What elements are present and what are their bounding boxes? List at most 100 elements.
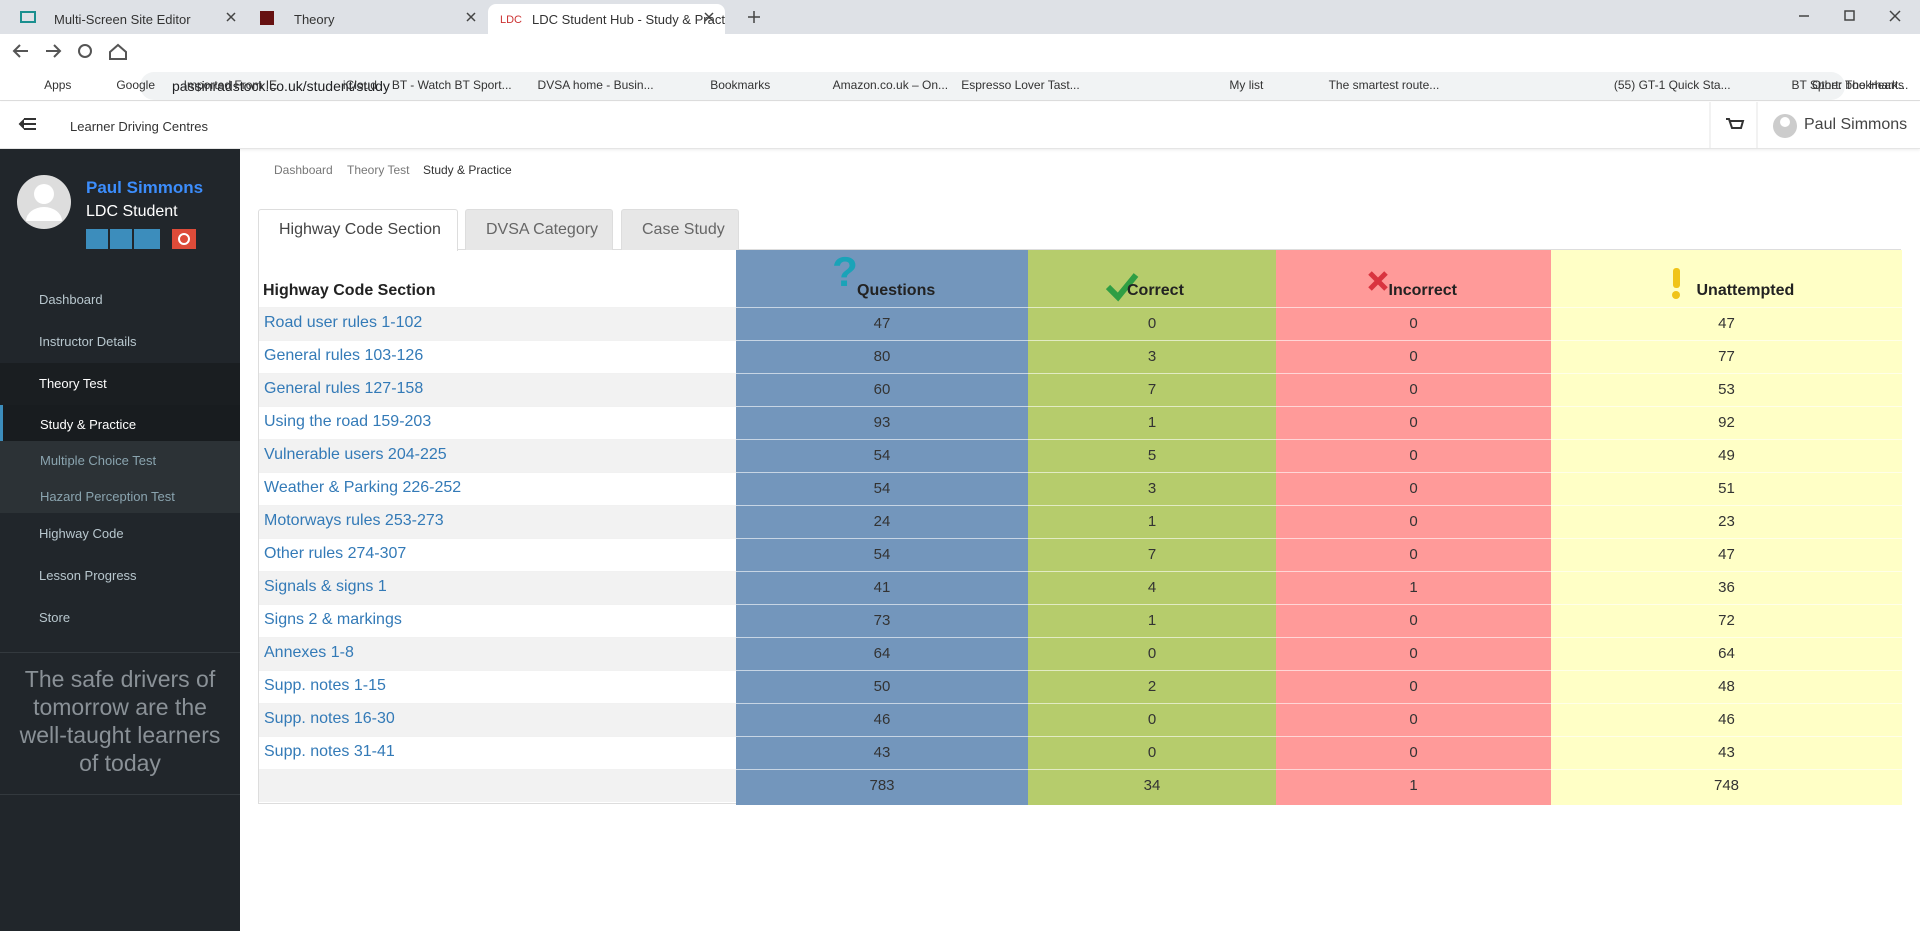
menu-item[interactable]: Highway Code — [39, 526, 124, 541]
total: 783 — [869, 777, 895, 794]
section-link[interactable]: Signs 2 & markings — [264, 611, 402, 628]
bookmark[interactable]: Other bookmarks — [1812, 78, 1905, 92]
count: 1 — [1409, 579, 1418, 596]
section-link[interactable]: General rules 127-158 — [264, 380, 424, 397]
count: 47 — [873, 315, 891, 332]
count: 0 — [1409, 381, 1418, 398]
bookmark[interactable]: Imported From IE — [183, 78, 278, 92]
section-link[interactable]: Other rules 274-307 — [264, 545, 407, 562]
row-border — [259, 505, 1902, 506]
bookmark[interactable]: My list — [1229, 78, 1264, 92]
section-link[interactable]: Signals & signs 1 — [264, 578, 387, 595]
count: 54 — [873, 480, 891, 497]
bookmark[interactable]: iCloud — [342, 78, 377, 92]
row-border — [259, 472, 1902, 473]
count: 0 — [1409, 513, 1418, 530]
profile-name: Paul Simmons — [86, 178, 204, 197]
row-border — [259, 703, 1902, 704]
row-border — [259, 736, 1902, 737]
bookmark[interactable]: DVSA home - Busin... — [537, 78, 654, 92]
breadcrumb-item: Study & Practice — [423, 163, 512, 177]
menu-item[interactable]: Instructor Details — [39, 334, 137, 349]
url-bar[interactable]: passinradstock.co.uk/student/study — [140, 72, 1845, 100]
section-link[interactable]: Supp. notes 16-30 — [264, 710, 395, 727]
count: 0 — [1409, 711, 1418, 728]
row-border — [259, 439, 1902, 440]
bookmark[interactable]: Amazon.co.uk – On... — [832, 78, 949, 92]
count: 5 — [1147, 447, 1157, 464]
total: 748 — [1713, 777, 1740, 794]
count: 92 — [1718, 414, 1735, 431]
section-link[interactable]: Supp. notes 31-41 — [264, 743, 395, 760]
section-link[interactable]: Motorways rules 253-273 — [264, 512, 444, 529]
section-link[interactable]: Weather & Parking 226-252 — [264, 479, 462, 496]
profile-graphics — [17, 175, 196, 249]
column-header: Correct — [1127, 282, 1184, 299]
bookmark[interactable]: BT Sport: The Heart... — [1791, 78, 1909, 92]
section-link[interactable]: Supp. notes 1-15 — [264, 677, 386, 694]
progress-table: ? Highway Code Section Questions Correct In… — [258, 249, 1902, 805]
bookmark[interactable]: Apps — [44, 78, 72, 92]
column-header: Unattempted — [1696, 282, 1795, 299]
count: 43 — [873, 744, 891, 761]
page-tab[interactable]: Highway Code Section — [258, 209, 458, 251]
total: 34 — [1143, 777, 1161, 794]
section-link[interactable]: Road user rules 1-102 — [264, 314, 423, 331]
count: 0 — [1147, 645, 1157, 662]
count: 73 — [873, 612, 891, 629]
page-tab[interactable]: DVSA Category — [465, 209, 613, 250]
browser-tab[interactable]: Multi-Screen Site Editor — [54, 12, 191, 27]
row-border — [259, 307, 1902, 308]
bookmark[interactable]: Bookmarks — [710, 78, 771, 92]
column-header: Highway Code Section — [263, 282, 436, 299]
count: 0 — [1409, 744, 1418, 761]
section-link[interactable]: Annexes 1-8 — [264, 644, 354, 661]
count: 64 — [873, 645, 891, 662]
browser-tab[interactable]: Theory — [294, 12, 335, 27]
tab-icons: LDC — [20, 10, 1901, 26]
submenu-item[interactable]: Hazard Perception Test — [0, 477, 240, 513]
table-graphics: ? — [736, 250, 1902, 805]
count: 54 — [873, 546, 891, 563]
count: 64 — [1718, 645, 1735, 662]
svg-text:LDC: LDC — [500, 14, 522, 26]
count: 43 — [1718, 744, 1735, 761]
count: 0 — [1409, 414, 1418, 431]
count: 1 — [1147, 513, 1157, 530]
bookmark[interactable]: The smartest route... — [1328, 78, 1440, 92]
count: 0 — [1147, 711, 1157, 728]
count: 47 — [1718, 546, 1735, 563]
count: 0 — [1409, 447, 1418, 464]
section-link[interactable]: Vulnerable users 204-225 — [264, 446, 447, 463]
submenu-item[interactable]: Multiple Choice Test — [0, 441, 240, 477]
count: 93 — [873, 414, 891, 431]
page-tab[interactable]: Case Study — [621, 209, 739, 250]
bookmark[interactable]: Espresso Lover Tast... — [961, 78, 1080, 92]
count: 0 — [1147, 744, 1157, 761]
breadcrumb-item[interactable]: Dashboard — [274, 163, 333, 177]
section-link[interactable]: General rules 103-126 — [264, 347, 424, 364]
menu-item[interactable]: Store — [39, 610, 71, 625]
count: 50 — [873, 678, 891, 695]
bookmark[interactable]: Google — [116, 78, 156, 92]
count: 0 — [1409, 348, 1418, 365]
menu-item[interactable]: Theory Test — [0, 363, 240, 405]
menu-item[interactable]: Lesson Progress — [39, 568, 137, 583]
row-bg — [259, 703, 736, 736]
section-link[interactable]: Using the road 159-203 — [264, 413, 432, 430]
breadcrumb-item[interactable]: Theory Test — [347, 163, 410, 177]
tab-bar: Multi-Screen Site Editor Theory LDC Stud… — [0, 0, 1920, 34]
count: 24 — [873, 513, 891, 530]
count: 7 — [1147, 381, 1157, 398]
bookmark[interactable]: (55) GT-1 Quick Sta... — [1613, 78, 1731, 92]
menu-item[interactable]: Dashboard — [39, 292, 103, 307]
browser-tab[interactable]: LDC Student Hub - Study & Practi — [488, 4, 725, 34]
user-name[interactable]: Paul Simmons — [1804, 116, 1908, 133]
bookmark[interactable]: BT - Watch BT Sport... — [391, 78, 512, 92]
submenu-item[interactable]: Study & Practice — [0, 405, 240, 441]
address-row: passinradstock.co.uk/student/study — [0, 34, 1920, 100]
count: 54 — [873, 447, 891, 464]
row-bg — [259, 472, 736, 505]
bookmarks-bar: Apps Google Imported From IE iCloud BT - Wat… — [0, 69, 1920, 101]
